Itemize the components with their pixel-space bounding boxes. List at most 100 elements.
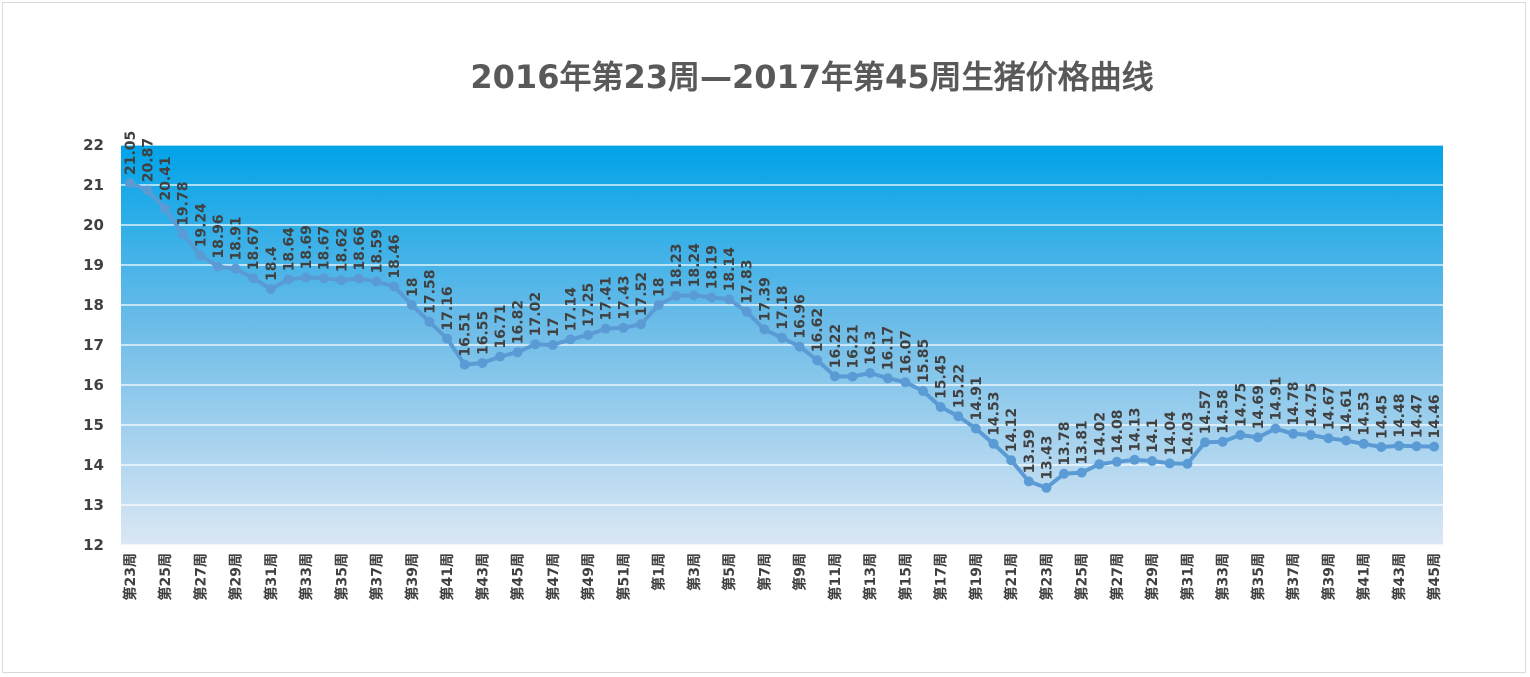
data-point <box>1305 430 1316 440</box>
data-point <box>671 290 682 301</box>
x-tick-label: 第1周 <box>651 553 668 591</box>
data-point <box>635 319 646 330</box>
data-point <box>424 316 435 327</box>
data-point <box>935 402 946 412</box>
data-label: 14.04 <box>1163 411 1179 456</box>
x-tick-label: 第21周 <box>1003 553 1020 600</box>
data-label: 14.69 <box>1251 385 1267 429</box>
data-label: 18 <box>405 278 421 297</box>
data-label: 16.82 <box>511 300 527 344</box>
data-label: 16.51 <box>458 312 474 356</box>
x-tick-label: 第37周 <box>1285 553 1302 600</box>
data-label: 14.91 <box>969 376 985 420</box>
data-label: 14.47 <box>1410 394 1426 438</box>
data-point <box>160 203 171 214</box>
data-label: 17.43 <box>616 276 632 320</box>
data-point <box>1094 459 1105 470</box>
x-tick-label: 第29周 <box>1144 553 1161 600</box>
data-label: 14.45 <box>1374 395 1390 439</box>
x-tick-label: 第11周 <box>827 553 844 600</box>
data-point <box>565 334 576 345</box>
data-label: 20.41 <box>158 156 174 200</box>
data-label: 14.78 <box>1286 382 1302 426</box>
x-tick-label: 第7周 <box>756 553 773 591</box>
data-point <box>248 273 259 284</box>
data-label: 21.05 <box>123 131 139 175</box>
data-label: 16.71 <box>493 304 509 348</box>
data-label: 13.78 <box>1057 422 1073 466</box>
x-tick-label: 第3周 <box>686 553 703 591</box>
data-label: 17.52 <box>634 272 650 316</box>
data-label: 18.91 <box>229 216 245 260</box>
data-label: 17.16 <box>440 286 456 330</box>
data-point <box>142 185 153 196</box>
data-label: 16.62 <box>810 308 826 352</box>
x-tick-label: 第5周 <box>721 553 738 591</box>
data-point <box>1235 430 1246 440</box>
data-label: 19.24 <box>193 203 209 248</box>
data-point <box>212 261 223 272</box>
y-tick-label: 12 <box>83 536 104 554</box>
data-label: 15.22 <box>951 364 967 408</box>
data-label: 14.12 <box>1004 408 1020 452</box>
data-label: 14.58 <box>1216 390 1232 434</box>
data-point <box>477 358 488 368</box>
data-point <box>1252 432 1263 443</box>
x-tick-label: 第25周 <box>157 553 174 600</box>
data-point <box>230 263 241 274</box>
data-label: 14.48 <box>1392 394 1408 438</box>
data-label: 14.03 <box>1180 412 1196 456</box>
x-tick-label: 第37周 <box>369 553 386 600</box>
data-label: 13.43 <box>1039 436 1055 480</box>
data-label: 15.85 <box>916 339 932 383</box>
data-label: 14.13 <box>1128 408 1144 452</box>
data-point <box>1217 436 1228 447</box>
data-point <box>547 340 558 350</box>
data-label: 18.69 <box>299 225 315 269</box>
x-tick-label: 第41周 <box>439 553 456 600</box>
data-point <box>177 228 188 239</box>
data-label: 17.18 <box>775 286 791 330</box>
data-point <box>706 292 717 303</box>
chart-title: 2016年第23周—2017年第45周生猪价格曲线 <box>470 58 1154 96</box>
data-point <box>442 333 453 344</box>
data-point <box>882 373 893 384</box>
data-label: 19.78 <box>176 182 192 226</box>
data-label: 16.21 <box>846 324 862 368</box>
x-tick-label: 第33周 <box>1215 553 1232 600</box>
data-label: 18.59 <box>370 229 386 273</box>
x-tick-label: 第47周 <box>545 553 562 600</box>
data-label: 14.57 <box>1198 390 1214 434</box>
x-tick-label: 第33周 <box>298 553 315 600</box>
data-label: 16.17 <box>881 326 897 370</box>
x-tick-label: 第45周 <box>510 553 527 600</box>
data-label: 13.81 <box>1075 420 1091 464</box>
data-label: 18.64 <box>281 227 297 272</box>
data-point <box>741 306 752 317</box>
y-tick-label: 14 <box>83 456 104 474</box>
data-point <box>1023 476 1034 487</box>
data-point <box>124 178 135 188</box>
x-tick-label: 第19周 <box>968 553 985 600</box>
data-label: 20.87 <box>140 138 156 182</box>
y-tick-label: 21 <box>83 176 104 194</box>
data-label: 17.39 <box>757 277 773 321</box>
data-point <box>583 330 594 340</box>
data-point <box>653 300 664 310</box>
data-point <box>847 371 858 382</box>
data-label: 17.25 <box>581 283 597 327</box>
data-point <box>1323 433 1334 444</box>
y-tick-label: 22 <box>83 136 104 154</box>
x-tick-label: 第39周 <box>404 553 421 600</box>
x-tick-label: 第41周 <box>1356 553 1373 600</box>
data-point <box>459 359 470 370</box>
x-tick-label: 第31周 <box>263 553 280 600</box>
y-tick-label: 13 <box>83 496 104 514</box>
data-point <box>865 368 876 378</box>
data-point <box>688 290 699 301</box>
y-tick-label: 18 <box>83 296 104 314</box>
data-label: 14.91 <box>1269 376 1285 420</box>
x-tick-label: 第29周 <box>228 553 245 600</box>
data-point <box>1006 455 1017 466</box>
data-point <box>1147 456 1158 466</box>
